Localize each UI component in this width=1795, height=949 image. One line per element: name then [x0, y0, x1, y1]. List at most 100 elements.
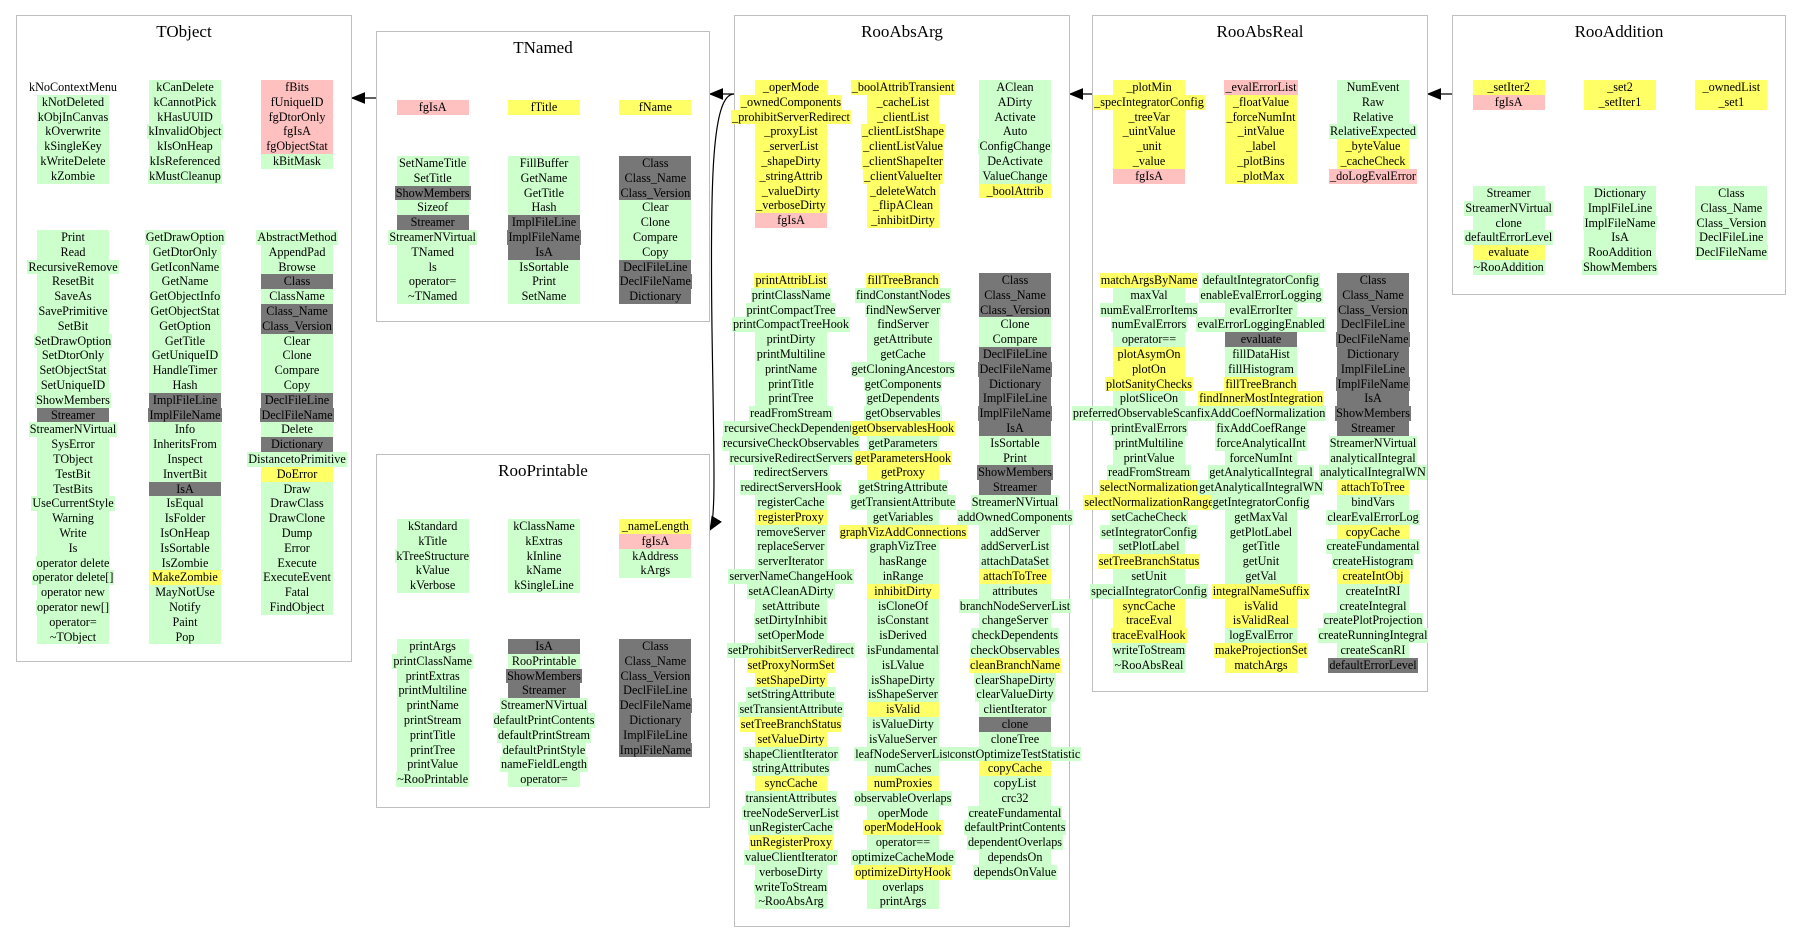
member-kcandelete: kCanDelete	[149, 80, 221, 95]
member-attachdataset: attachDataSet	[979, 554, 1051, 569]
member-valueclientiterator: valueClientIterator	[743, 850, 839, 865]
member-prohibitserverredirect: _prohibitServerRedirect	[731, 109, 851, 125]
member-getattribute: getAttribute	[867, 332, 939, 347]
member-findobject: FindObject	[261, 599, 333, 615]
member-synccache: syncCache	[755, 776, 827, 791]
member-class-name: Class_Name	[979, 287, 1051, 303]
member-getdrawoption: GetDrawOption	[144, 230, 226, 245]
member-deactivate: DeActivate	[979, 153, 1051, 169]
member-label: _label	[1225, 139, 1297, 154]
member-fgisa: fgIsA	[1472, 94, 1545, 110]
member-writetostream: writeToStream	[1111, 642, 1187, 658]
member-drawclone: DrawClone	[261, 511, 333, 526]
tnamed-method-column: Class Class_Name Class_Version Clear Clone Co…	[613, 156, 697, 304]
member-class-name: Class_Name	[619, 170, 692, 186]
member-resetbit: ResetBit	[37, 274, 109, 290]
member-getunit: getUnit	[1225, 554, 1297, 569]
member-namelength: _nameLength	[619, 519, 692, 534]
member-clientlistvalue: _clientListValue	[862, 139, 944, 154]
member-kisreferenced: kIsReferenced	[148, 153, 222, 169]
member-settreebranchstatus: setTreeBranchStatus	[739, 716, 843, 732]
member-copycache: copyCache	[1337, 524, 1409, 540]
member-filltreebranch: fillTreeBranch	[1224, 376, 1298, 392]
member-plotsanitychecks: plotSanityChecks	[1105, 376, 1193, 392]
member-defaultprintstyle: defaultPrintStyle	[501, 742, 587, 758]
member-isvalid: isValid	[867, 702, 939, 717]
member-streamernvirtual: StreamerNVirtual	[1328, 435, 1418, 451]
rooaddition-data-column: _ownedList _set1	[1689, 80, 1773, 110]
member-streamernvirtual: StreamerNVirtual	[499, 698, 589, 713]
member-fgisa: fgIsA	[261, 124, 333, 140]
member-serverlist: _serverList	[755, 139, 827, 154]
tobject-data-column: kNoContextMenu kNotDeleted kObjInCanvas kOv…	[29, 80, 118, 184]
member-fbits: fBits	[261, 80, 333, 95]
member-matchargsbyname: matchArgsByName	[1099, 273, 1199, 288]
member-kaddress: kAddress	[619, 548, 692, 564]
member-inhibitdirty: _inhibitDirty	[867, 213, 939, 228]
member-cleanbranchname: cleanBranchName	[969, 657, 1062, 673]
member-knocontextmenu: kNoContextMenu	[29, 80, 118, 94]
rooprintable-method-column: printArgs printClassName printExtras printM…	[390, 639, 476, 787]
member-rooaddition: ~RooAddition	[1472, 259, 1545, 275]
member-streamernvirtual: StreamerNVirtual	[970, 494, 1060, 510]
member-kwritedelete: kWriteDelete	[37, 153, 109, 169]
member-streamernvirtual: StreamerNVirtual	[1464, 200, 1553, 216]
class-box-rooabsreal: RooAbsReal _plotMin _specIntegratorConfig…	[1071, 15, 1429, 692]
member-getplotlabel: getPlotLabel	[1225, 524, 1297, 540]
member-streamer: Streamer	[1472, 186, 1545, 201]
member-getanalyticalintegral: getAnalyticalIntegral	[1208, 465, 1314, 481]
member-matchargs: matchArgs	[1225, 657, 1297, 673]
member-ftitle: fTitle	[508, 100, 580, 115]
member-kinvalidobject: kInvalidObject	[147, 124, 223, 140]
member-redirectservers: redirectServers	[753, 465, 829, 481]
member-verbosedirty: verboseDirty	[755, 864, 827, 880]
member-setdrawoption: SetDrawOption	[33, 333, 113, 349]
member-showmembers: ShowMembers	[1582, 259, 1658, 275]
member-implfileline: ImplFileLine	[1584, 200, 1656, 216]
member-issortable: IsSortable	[149, 540, 221, 556]
member-opermode: operMode	[867, 805, 939, 821]
member-gettitle: GetTitle	[508, 185, 580, 201]
member-isvalid: isValid	[1225, 598, 1297, 614]
class-box-rooprintable: RooPrintable kStandard kTitle kTreeStructu…	[376, 454, 710, 808]
member-fgisa: fgIsA	[1113, 168, 1185, 184]
class-title-rooabsreal: RooAbsReal	[1216, 22, 1304, 41]
member-declfileline: DeclFileLine	[619, 683, 692, 699]
member-uintvalue: _uintValue	[1113, 124, 1185, 140]
member-kvalue: kValue	[396, 563, 469, 579]
member-issortable: IsSortable	[979, 435, 1051, 451]
member-hash: Hash	[149, 377, 221, 393]
member-setiter2: _setIter2	[1472, 80, 1545, 95]
rooabsarg-method-column: fillTreeBranch findConstantNodes findNewSe…	[838, 273, 968, 910]
member-dictionary: Dictionary	[979, 376, 1051, 392]
member-operator-delete: operator delete[]	[31, 570, 115, 586]
member-activate: Activate	[979, 109, 1051, 125]
rooprintable-method-column: IsA RooPrintable ShowMembers Streamer Stream…	[492, 639, 596, 787]
member-synccache: syncCache	[1113, 598, 1185, 614]
member-dependson: dependsOn	[979, 850, 1051, 865]
member-flipaclean: _flipAClean	[867, 198, 939, 214]
member-clientvalueiter: _clientValueIter	[863, 168, 943, 184]
member-rooprintable: RooPrintable	[508, 653, 580, 669]
member-checkobservables: checkObservables	[969, 642, 1061, 658]
member-clone: clone	[1472, 215, 1545, 231]
member-clear: Clear	[619, 200, 692, 216]
member-implfilename: ImplFileName	[148, 407, 222, 423]
member-set1: _set1	[1695, 94, 1768, 110]
member-printtree: printTree	[755, 391, 827, 407]
member-tnamed: TNamed	[396, 244, 469, 260]
member-class: Class	[1695, 186, 1768, 201]
member-draw: Draw	[261, 481, 333, 497]
member-clonetree: cloneTree	[979, 731, 1051, 747]
member-forceanalyticalint: forceAnalyticalInt	[1215, 435, 1307, 451]
member-analyticalintegralwn: analyticalIntegralWN	[1319, 465, 1427, 481]
member-getintegratorconfig: getIntegratorConfig	[1211, 494, 1311, 510]
member-funiqueid: fUniqueID	[261, 94, 333, 110]
member-operator: operator==	[1113, 332, 1185, 347]
member-hash: Hash	[508, 200, 580, 216]
member-ls: ls	[396, 259, 469, 275]
member-printvalue: printValue	[396, 757, 469, 773]
member-setobjectstat: SetObjectStat	[37, 363, 109, 378]
member-numevent: NumEvent	[1337, 80, 1409, 95]
